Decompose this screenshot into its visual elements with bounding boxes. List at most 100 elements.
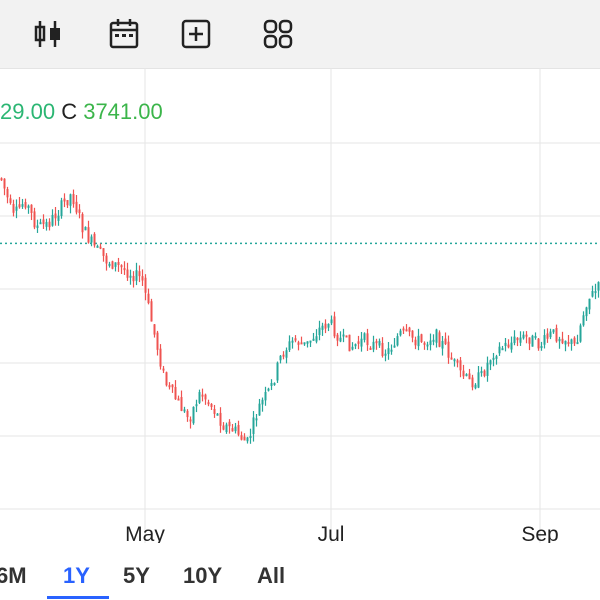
candle-body — [585, 307, 588, 317]
candle-body — [420, 334, 423, 342]
candle-body — [444, 338, 447, 345]
candle-body — [108, 263, 111, 266]
candle-body — [12, 203, 15, 213]
candlestick-chart[interactable] — [0, 68, 600, 543]
candle-body — [579, 325, 582, 342]
grid-icon[interactable] — [256, 12, 300, 56]
candle-body — [45, 222, 48, 227]
candle-body — [519, 337, 522, 343]
candle-body — [399, 330, 402, 336]
candle-body — [366, 333, 369, 346]
candle-body — [417, 335, 420, 347]
candle-body — [393, 345, 396, 348]
x-axis-label-jul: Jul — [317, 523, 345, 546]
candle-body — [354, 344, 357, 347]
candle-body — [561, 338, 564, 344]
tab-all[interactable]: All — [257, 563, 286, 588]
candle-body — [423, 342, 426, 345]
candle-body — [69, 194, 72, 206]
candle-body — [486, 362, 489, 376]
candle-body — [582, 315, 585, 326]
candle-body — [504, 342, 507, 346]
candle-body — [405, 329, 408, 332]
candle-body — [261, 399, 264, 405]
candle-body — [351, 346, 354, 350]
candle-body — [252, 417, 255, 434]
candle-body — [291, 340, 294, 343]
candle-body — [177, 398, 180, 401]
candle-body — [513, 336, 516, 344]
candle-body — [297, 342, 300, 345]
candle-body — [447, 341, 450, 358]
candle-body — [408, 327, 411, 332]
candle-body — [3, 178, 6, 189]
candle-body — [558, 338, 561, 342]
candle-body — [591, 290, 594, 297]
candle-body — [348, 334, 351, 352]
candle-body — [111, 261, 114, 269]
candle-body — [516, 337, 519, 341]
calendar-icon[interactable] — [102, 12, 146, 56]
candle-body — [48, 221, 51, 228]
candle-body — [450, 357, 453, 360]
candle-body — [357, 341, 360, 344]
candle-body — [183, 409, 186, 412]
tab-10y[interactable]: 10Y — [183, 563, 223, 588]
candle-body — [336, 334, 339, 341]
candle-body — [363, 333, 366, 340]
candle-body — [171, 384, 174, 388]
candle-body — [453, 359, 456, 362]
candle-body — [543, 335, 546, 345]
candle-body — [198, 392, 201, 403]
period-selector: 6M 1Y 5Y 10Y All — [0, 543, 600, 600]
add-icon[interactable] — [174, 12, 218, 56]
candle-body — [126, 269, 129, 278]
candle-body — [141, 276, 144, 281]
candle-body — [525, 334, 528, 337]
candle-body — [270, 382, 273, 386]
candle-body — [156, 332, 159, 350]
candle-body — [534, 335, 537, 338]
candle-body — [462, 370, 465, 377]
candle-body — [168, 385, 171, 388]
candle-body — [495, 356, 498, 359]
candle-body — [285, 350, 288, 358]
candle-body — [237, 425, 240, 435]
tab-5y[interactable]: 5Y — [123, 563, 150, 588]
candle-body — [432, 339, 435, 342]
candle-body — [117, 262, 120, 265]
tab-6m[interactable]: 6M — [0, 563, 27, 588]
candle-body — [114, 262, 117, 267]
candle-body — [195, 404, 198, 407]
candle-body — [57, 215, 60, 221]
candle-body — [222, 425, 225, 430]
candle-body — [573, 337, 576, 344]
candle-body — [6, 189, 9, 198]
candle-body — [459, 360, 462, 371]
price-chart[interactable] — [0, 68, 600, 543]
candle-body — [144, 277, 147, 293]
candle-body — [36, 225, 39, 228]
candle-body — [564, 340, 567, 345]
candle-body — [390, 349, 393, 352]
close-label: C — [61, 99, 78, 124]
candle-body — [528, 337, 531, 344]
candle-body — [39, 222, 42, 225]
candle-body — [333, 316, 336, 337]
candle-body — [378, 340, 381, 346]
candle-body — [240, 435, 243, 440]
candle-body — [153, 324, 156, 335]
candlestick-icon[interactable] — [26, 12, 70, 56]
candle-body — [105, 255, 108, 264]
candle-body — [216, 413, 219, 416]
candle-body — [375, 341, 378, 344]
candle-body — [18, 204, 21, 208]
candle-body — [60, 200, 63, 217]
candle-body — [384, 353, 387, 356]
candle-body — [567, 341, 570, 344]
tab-1y[interactable]: 1Y — [63, 563, 90, 588]
candle-body — [267, 388, 270, 391]
candle-body — [537, 338, 540, 349]
candle-body — [531, 335, 534, 347]
candle-body — [120, 265, 123, 268]
